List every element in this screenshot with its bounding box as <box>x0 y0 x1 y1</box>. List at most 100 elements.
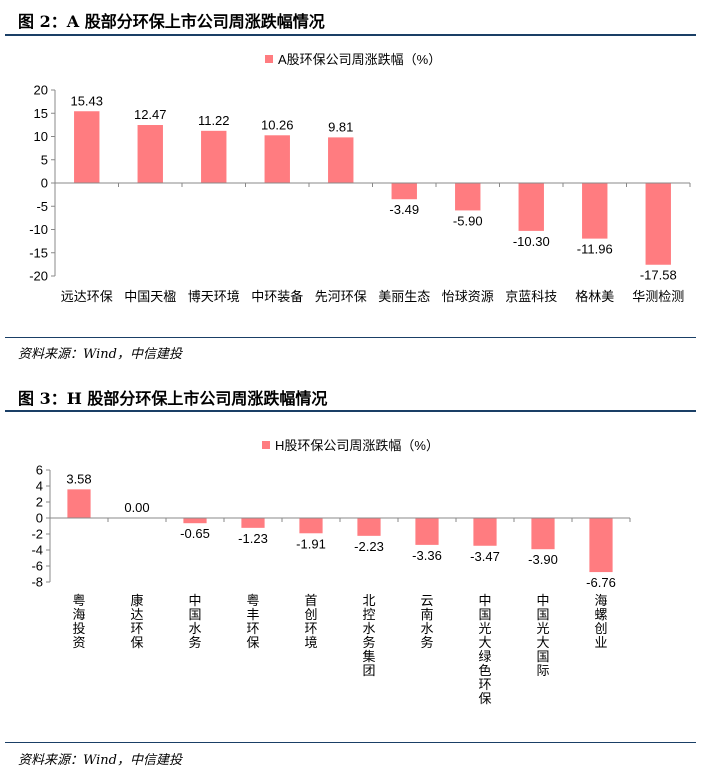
chart-h-y-tick-label: 0 <box>36 511 43 526</box>
chart-h-category-label-char: 保 <box>478 691 491 706</box>
chart-a-bar <box>518 183 544 231</box>
chart-a-data-label: -10.30 <box>513 234 550 249</box>
chart-h-category-label-char: 环 <box>478 677 491 692</box>
chart-h-category-label-char: 国 <box>188 607 201 622</box>
chart-h-bar <box>299 518 323 534</box>
chart-h-y-tick-label: -2 <box>31 527 43 542</box>
chart-h-category-label-char: 绿 <box>478 649 491 664</box>
chart-h-category-label-char: 粤 <box>72 593 85 608</box>
chart-h-data-label: -1.91 <box>296 536 326 551</box>
chart-h-bar <box>531 518 555 550</box>
chart-h-category-label-char: 大 <box>478 635 491 650</box>
chart-a-y-tick-label: 10 <box>34 129 48 144</box>
chart-a-bar <box>201 130 227 183</box>
chart-h-category-label-char: 北 <box>362 593 375 608</box>
chart-h-data-label: -6.76 <box>586 575 616 590</box>
chart-h-y-tick-label: -6 <box>31 559 43 574</box>
chart-h-category-label-char: 国 <box>536 607 549 622</box>
chart-a-source: 资料来源：Wind，中信建投 <box>18 347 182 362</box>
chart-a-data-label: -3.49 <box>389 202 419 217</box>
chart-h-source: 资料来源：Wind，中信建投 <box>18 753 182 768</box>
chart-a-bar <box>582 183 608 239</box>
chart-a-bar <box>645 183 671 265</box>
chart-a-bar <box>137 125 163 183</box>
chart-h-data-label: -1.23 <box>238 531 268 546</box>
chart-a: A股环保公司周涨跌幅（%） 20 15 10 5 0 -5 -10 -15 -20 15.43 12.… <box>29 52 691 304</box>
chart-h-category-label-char: 中 <box>188 593 201 608</box>
chart-h-bar <box>473 518 497 546</box>
chart-h-category-label-char: 控 <box>362 607 375 622</box>
chart-a-y-tick-label: -20 <box>29 269 48 284</box>
chart-h-category-label-char: 海 <box>594 593 607 608</box>
chart-a-category-label: 华测检测 <box>632 289 684 304</box>
chart-h-data-label: 0.00 <box>124 500 149 515</box>
chart-h-category-label-char: 创 <box>304 607 317 622</box>
chart-h-category-label-char: 环 <box>246 621 259 636</box>
chart-a-data-label: 10.26 <box>261 117 294 132</box>
chart-h-y-tick-label: -8 <box>31 575 43 590</box>
chart-h-category-label-char: 投 <box>72 621 85 636</box>
chart-h-data-label: -2.23 <box>354 539 384 554</box>
chart-h-y-tick-label: 6 <box>36 463 43 478</box>
chart-a-category-label: 格林美 <box>575 289 614 304</box>
chart-h-data-label: -3.47 <box>470 549 500 564</box>
chart-a-data-label: -17.58 <box>640 268 677 283</box>
chart-h-data-label: -0.65 <box>180 526 210 541</box>
chart-h-category-label-char: 水 <box>362 621 375 636</box>
chart-a-category-label: 美丽生态 <box>378 289 430 304</box>
chart-h-category-label-char: 色 <box>478 663 491 678</box>
chart-h-y-tick-label: -4 <box>31 543 43 558</box>
chart-h-bar <box>183 518 207 524</box>
chart-a-bar <box>328 137 354 183</box>
chart-h-title: 图 3：H 股部分环保上市公司周涨跌幅情况 <box>18 389 328 408</box>
chart-h-legend-swatch <box>262 441 270 449</box>
chart-h-category-label-char: 环 <box>130 621 143 636</box>
chart-a-category-label: 中国天楹 <box>124 289 176 304</box>
chart-a-y-tick-label: 15 <box>34 106 48 121</box>
chart-h-category-label-char: 保 <box>130 635 143 650</box>
chart-a-y-tick-label: 5 <box>41 152 48 167</box>
chart-h-category-label-char: 光 <box>536 621 549 636</box>
chart-a-bottom-rule <box>5 337 696 338</box>
chart-h-category-label-char: 水 <box>420 621 433 636</box>
chart-a-data-label: -5.90 <box>453 213 483 228</box>
chart-h-bar <box>589 518 613 573</box>
chart-h-y-tick-label: 2 <box>36 495 43 510</box>
chart-a-bar <box>391 183 417 200</box>
chart-h-category-label-char: 首 <box>304 593 317 608</box>
chart-h-category-label-char: 大 <box>536 635 549 650</box>
chart-h-category-label-char: 际 <box>536 663 549 678</box>
chart-h-category-label-char: 水 <box>188 621 201 636</box>
chart-h-category-label-char: 创 <box>594 621 607 636</box>
chart-h-category-label-char: 中 <box>536 593 549 608</box>
chart-h-category-label-char: 国 <box>478 607 491 622</box>
chart-h-category-label-char: 业 <box>594 635 607 650</box>
chart-a-title: 图 2：A 股部分环保上市公司周涨跌幅情况 <box>18 12 325 31</box>
chart-a-data-label: 9.81 <box>328 119 353 134</box>
chart-a-y-tick-label: 20 <box>34 83 48 98</box>
chart-a-y-tick-label: 0 <box>41 176 48 191</box>
chart-h-category-label-char: 达 <box>130 607 143 622</box>
chart-a-legend-label: A股环保公司周涨跌幅（%） <box>278 52 441 67</box>
chart-a-data-label: 15.43 <box>70 93 103 108</box>
chart-a-category-label: 远达环保 <box>61 289 113 304</box>
chart-h-bar <box>357 518 381 536</box>
chart-h-category-label-char: 丰 <box>246 607 259 622</box>
chart-a-category-label: 先河环保 <box>315 289 367 304</box>
chart-h-category-label-char: 环 <box>304 621 317 636</box>
chart-h-bar <box>415 518 439 545</box>
chart-a-data-label: -11.96 <box>577 242 613 257</box>
chart-a-legend-swatch <box>265 55 273 63</box>
chart-h-category-label-char: 云 <box>420 593 433 608</box>
chart-h-data-label: -3.90 <box>528 552 558 567</box>
chart-h-category-label-char: 中 <box>478 593 491 608</box>
chart-a-category-label: 怡球资源 <box>442 289 494 304</box>
chart-a-data-label: 11.22 <box>198 113 230 128</box>
chart-h-category-label-char: 粤 <box>246 593 259 608</box>
chart-a-data-label: 12.47 <box>134 107 167 122</box>
chart-h-data-label: 3.58 <box>66 471 91 486</box>
chart-h-category-label-char: 南 <box>420 607 433 622</box>
chart-h-category-label-char: 保 <box>246 635 259 650</box>
chart-h-category-label-char: 螺 <box>594 607 607 622</box>
